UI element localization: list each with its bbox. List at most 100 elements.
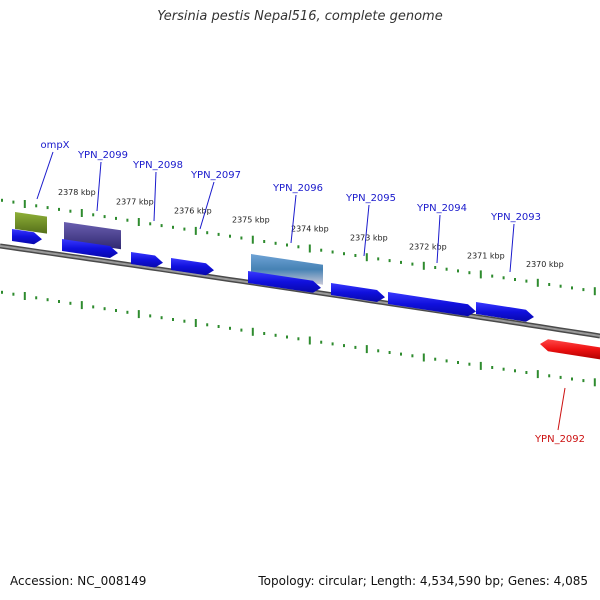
inner-scale-tick xyxy=(92,305,95,309)
outer-scale-tick xyxy=(206,231,209,235)
gene-arrow-ypn_2093 xyxy=(476,302,534,322)
gene-arrow-ypn_2098 xyxy=(131,252,163,268)
outer-scale-tick xyxy=(331,250,334,254)
map-title: Yersinia pestis Nepal516, complete genom… xyxy=(157,9,443,24)
outer-scale-tick xyxy=(69,209,72,213)
scale-label: 2376 kbp xyxy=(174,207,212,216)
leader-line-ypn_2094 xyxy=(436,214,441,264)
inner-scale-tick xyxy=(571,377,573,381)
outer-scale-tick xyxy=(457,269,459,273)
outer-scale-tick xyxy=(411,262,414,266)
inner-scale-tick xyxy=(172,318,174,321)
inner-scale-tick xyxy=(536,370,539,379)
outer-scale-tick xyxy=(343,252,345,256)
outer-scale-tick xyxy=(571,286,573,290)
inner-scale-tick xyxy=(457,361,459,364)
gene-label-ypn_2099: YPN_2099 xyxy=(77,150,128,161)
inner-scale-tick xyxy=(115,309,117,312)
leader-line-ompx xyxy=(36,151,54,200)
inner-scale-tick xyxy=(479,361,482,370)
inner-scale-tick xyxy=(502,367,505,371)
inner-scale-tick xyxy=(343,344,345,348)
outer-scale-tick xyxy=(434,266,437,269)
inner-scale-tick xyxy=(160,316,163,320)
outer-scale-tick xyxy=(400,260,402,264)
outer-scale-tick xyxy=(388,259,391,263)
outer-scale-tick xyxy=(194,226,197,235)
gene-label-ypn_2092: YPN_2092 xyxy=(534,434,585,445)
outer-scale-tick xyxy=(23,200,26,208)
inner-scale-tick xyxy=(411,354,414,358)
scale-label: 2372 kbp xyxy=(409,243,447,252)
outer-scale-tick xyxy=(308,244,311,253)
inner-scale-tick xyxy=(559,375,562,379)
outer-scale-tick xyxy=(229,234,231,238)
backbone-line xyxy=(0,245,600,337)
outer-scale-tick xyxy=(536,278,539,287)
gene-arrow-ypn_2094 xyxy=(388,292,476,317)
outer-scale-tick xyxy=(160,224,163,228)
YPN_2096-feature xyxy=(251,254,323,285)
accession-label: Accession: NC_008149 xyxy=(10,574,147,588)
outer-scale-tick xyxy=(240,236,243,240)
inner-scale-tick xyxy=(365,345,368,354)
inner-scale-tick xyxy=(35,296,38,300)
inner-scale-tick xyxy=(1,290,3,294)
scale-label: 2377 kbp xyxy=(116,197,154,206)
inner-scale-tick xyxy=(388,351,391,354)
scale-label: 2373 kbp xyxy=(350,234,388,243)
inner-scale-tick xyxy=(274,333,277,337)
inner-scale-tick xyxy=(229,326,231,330)
gene-label-ypn_2098: YPN_2098 xyxy=(132,160,183,171)
outer-scale-tick xyxy=(582,288,585,292)
gene-label-ypn_2094: YPN_2094 xyxy=(416,203,467,214)
outer-scale-tick xyxy=(559,284,562,288)
inner-scale-tick xyxy=(194,319,197,327)
outer-scale-tick xyxy=(103,215,106,219)
outer-scale-tick xyxy=(593,287,596,296)
inner-scale-tick xyxy=(80,301,83,310)
outer-scale-tick xyxy=(479,270,482,279)
topology-label: Topology: circular; Length: 4,534,590 bp… xyxy=(258,574,588,588)
scale-label: 2370 kbp xyxy=(526,260,564,269)
inner-scale-tick xyxy=(434,357,437,361)
inner-scale-tick xyxy=(468,362,471,366)
inner-scale-tick xyxy=(308,336,311,345)
inner-scale-tick xyxy=(149,314,152,318)
outer-scale-tick xyxy=(263,240,266,243)
outer-scale-tick xyxy=(274,241,277,245)
gene-arrow-ypn_2097 xyxy=(171,258,214,276)
outer-scale-tick xyxy=(1,198,3,202)
inner-scale-tick xyxy=(525,371,528,374)
inner-scale-tick xyxy=(217,325,220,328)
gene-label-ypn_2096: YPN_2096 xyxy=(272,183,323,194)
inner-scale-tick xyxy=(286,335,288,339)
inner-scale-tick xyxy=(320,340,323,344)
leader-line-ypn_2098 xyxy=(153,171,157,222)
outer-scale-tick xyxy=(320,248,323,252)
gene-arrow-ypn_2095 xyxy=(331,283,385,302)
outer-scale-tick xyxy=(502,276,505,280)
gene-label-ompx: ompX xyxy=(40,140,69,151)
outer-scale-tick xyxy=(297,245,300,249)
inner-scale-tick xyxy=(445,359,448,363)
outer-scale-tick xyxy=(365,253,368,262)
gene-arrow-ypn_2099 xyxy=(62,239,118,258)
scale-label: 2375 kbp xyxy=(232,216,270,225)
inner-scale-tick xyxy=(582,379,585,383)
inner-scale-tick xyxy=(514,369,516,373)
outer-scale-tick xyxy=(548,283,551,286)
outer-scale-tick xyxy=(183,227,186,231)
inner-scale-tick xyxy=(46,298,49,302)
inner-scale-tick xyxy=(12,292,15,296)
outer-scale-tick xyxy=(80,209,83,217)
outer-scale-tick xyxy=(354,254,357,257)
inner-scale-tick xyxy=(354,345,357,349)
gene-label-ypn_2095: YPN_2095 xyxy=(345,193,396,204)
inner-scale-tick xyxy=(331,342,334,346)
inner-scale-tick xyxy=(422,353,425,362)
outer-scale-tick xyxy=(126,218,129,222)
outer-scale-tick xyxy=(514,278,516,281)
outer-scale-tick xyxy=(46,206,49,210)
